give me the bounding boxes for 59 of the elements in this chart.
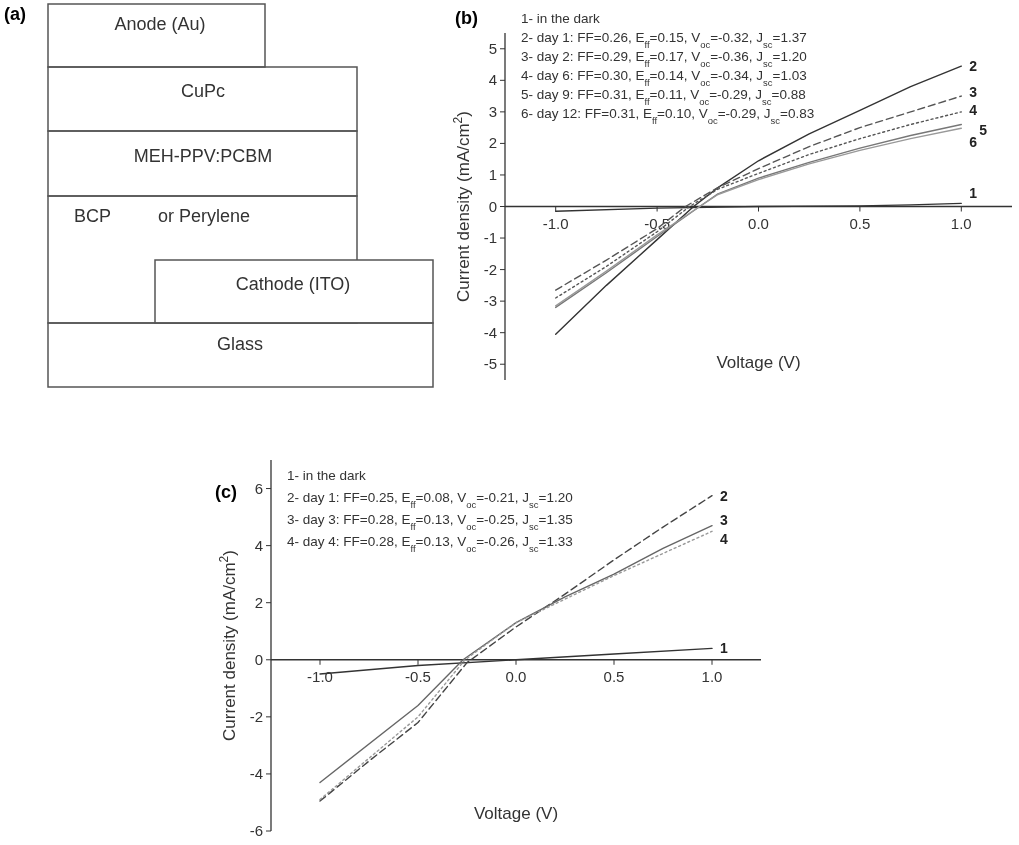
series-label: 4	[969, 101, 978, 118]
y-tick-label: 0	[488, 197, 497, 215]
y-tick-label: -1	[483, 229, 497, 247]
x-axis-title: Voltage (V)	[716, 353, 801, 372]
annotation: 4- day 6: FF=0.30, E$_{ff}$=0.14, V$_{oc}$=-0.34, J$_{sc}$=1.03	[521, 68, 807, 88]
series-label: 4	[720, 531, 728, 548]
series-label: 2	[720, 487, 728, 504]
y-tick-label: -2	[483, 260, 497, 278]
series-label: 1	[969, 185, 978, 202]
x-tick-label: -0.5	[405, 667, 431, 685]
x-tick-label: 1.0	[701, 667, 723, 685]
y-tick-label: 6	[254, 479, 263, 497]
x-tick-label: 1.0	[950, 214, 972, 232]
y-tick-label: 4	[488, 71, 497, 89]
text: MEH-PPV:PCBM	[133, 146, 273, 166]
annotation: 3- day 3: FF=0.28, E$_{ff}$=0.13, V$_{oc}$=-0.25, J$_{sc}$=1.35	[287, 512, 573, 532]
x-tick-label: -1.0	[307, 667, 333, 685]
y-tick-label: 1	[488, 165, 497, 183]
y-tick-label: -2	[249, 707, 263, 725]
y-tick-label: -4	[483, 323, 497, 341]
annotation: 6- day 12: FF=0.31, E$_{ff}$=0.10, V$_{oc}$=-0.29, J$_{sc}$=0.83	[521, 106, 815, 126]
series-label: 1	[720, 640, 728, 657]
y-tick-label: 3	[488, 102, 497, 120]
y-tick-label: -4	[249, 764, 263, 782]
x-tick-label: 0.5	[849, 214, 871, 232]
annotation: 3- day 2: FF=0.29, E$_{ff}$=0.17, V$_{oc}$=-0.36, J$_{sc}$=1.20	[521, 49, 807, 69]
annotation: 2- day 1: FF=0.25, E$_{ff}$=0.08, V$_{oc}$=-0.21, J$_{sc}$=1.20	[287, 490, 573, 510]
x-tick-label: 0.0	[748, 214, 769, 232]
series-label: 2	[969, 58, 978, 75]
x-axis-title: Voltage (V)	[473, 804, 559, 823]
text: BCP	[74, 206, 112, 226]
y-tick-label: 4	[254, 536, 263, 554]
text: Anode (Au)	[114, 14, 206, 34]
series-label: 3	[969, 84, 978, 101]
text: 1- in the dark	[521, 11, 601, 26]
text: (c)	[215, 482, 237, 502]
series-label: 3	[720, 511, 728, 528]
y-tick-label: -5	[483, 355, 497, 373]
x-tick-label: 0.5	[603, 667, 625, 685]
text: CuPc	[180, 81, 226, 101]
annotation: 4- day 4: FF=0.28, E$_{ff}$=0.13, V$_{oc}$=-0.26, J$_{sc}$=1.33	[287, 534, 573, 554]
text: (a)	[4, 4, 26, 24]
text: or Perylene	[158, 206, 251, 226]
annotation: 1- in the dark	[287, 468, 367, 483]
chart-title: (b)	[455, 8, 478, 28]
annotation: 2- day 1: FF=0.26, E$_{ff}$=0.15, V$_{oc}$=-0.32, J$_{sc}$=1.37	[521, 30, 807, 50]
y-tick-label: 2	[488, 134, 497, 152]
series-label: 6	[969, 134, 978, 151]
text: Glass	[216, 334, 264, 354]
y-tick-label: 2	[254, 593, 263, 611]
series-label: 5	[979, 122, 988, 139]
y-tick-label: 0	[254, 650, 263, 668]
y-tick-label: -3	[483, 292, 497, 310]
annotation: 5- day 9: FF=0.31, E$_{ff}$=0.11, V$_{oc}$=-0.29, J$_{sc}$=0.88	[521, 87, 806, 107]
y-tick-label: -6	[249, 822, 263, 839]
y-tick-label: 5	[488, 39, 497, 57]
text: Cathode (ITO)	[235, 274, 351, 294]
x-tick-label: 0.0	[505, 667, 527, 685]
x-tick-label: -1.0	[542, 214, 569, 232]
